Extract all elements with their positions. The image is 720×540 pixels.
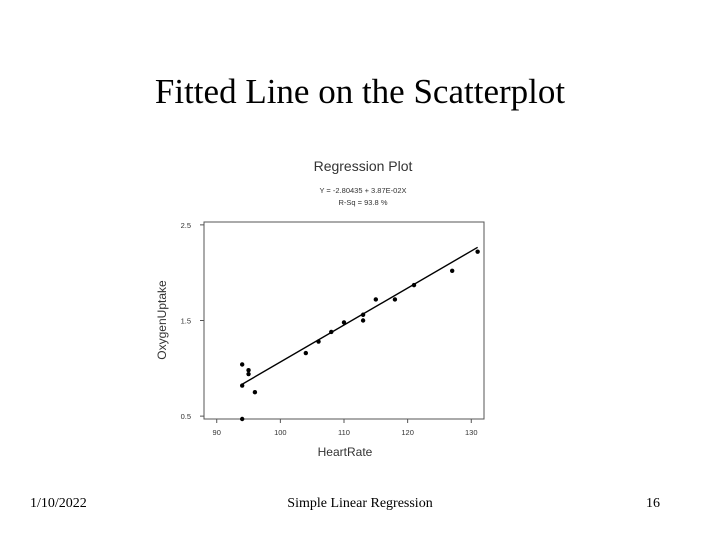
data-point — [246, 368, 251, 373]
footer-date: 1/10/2022 — [30, 496, 87, 511]
y-axis-label: OxygenUptake — [155, 280, 169, 360]
slide-title: Fitted Line on the Scatterplot — [154, 72, 566, 111]
data-point — [239, 416, 245, 422]
x-tick-label: 90 — [213, 428, 221, 437]
data-point — [449, 268, 455, 273]
fitted-line — [241, 246, 478, 385]
y-tick-label: 1.5 — [181, 317, 191, 326]
chart-title: Regression Plot — [314, 158, 413, 174]
data-point — [373, 297, 379, 302]
x-axis-label: HeartRate — [318, 445, 373, 459]
data-point — [392, 297, 398, 302]
chart-equation: Y = -2.80435 + 3.87E-02X — [319, 186, 406, 195]
data-point — [341, 320, 347, 325]
data-points — [239, 249, 480, 422]
data-point — [329, 329, 334, 335]
data-point — [239, 362, 245, 367]
data-point — [360, 318, 366, 323]
y-tick-label: 2.5 — [181, 221, 191, 230]
data-point — [475, 249, 480, 254]
data-point — [303, 350, 309, 356]
x-tick-label: 130 — [465, 428, 478, 437]
page-number: 16 — [646, 496, 660, 511]
data-point — [239, 383, 245, 388]
axis-ticks: 90 100 110 120 130 0.5 1.5 2.5 — [181, 221, 478, 437]
data-point — [411, 282, 417, 288]
data-point — [316, 339, 321, 344]
data-point — [252, 390, 258, 395]
data-point — [246, 371, 251, 377]
data-point — [360, 312, 366, 317]
x-tick-label: 120 — [401, 428, 414, 437]
x-tick-label: 100 — [274, 428, 287, 437]
y-tick-label: 0.5 — [181, 412, 191, 421]
chart-rsq: R-Sq = 93.8 % — [339, 198, 388, 207]
x-tick-label: 110 — [338, 428, 350, 437]
footer-title: Simple Linear Regression — [287, 496, 433, 511]
